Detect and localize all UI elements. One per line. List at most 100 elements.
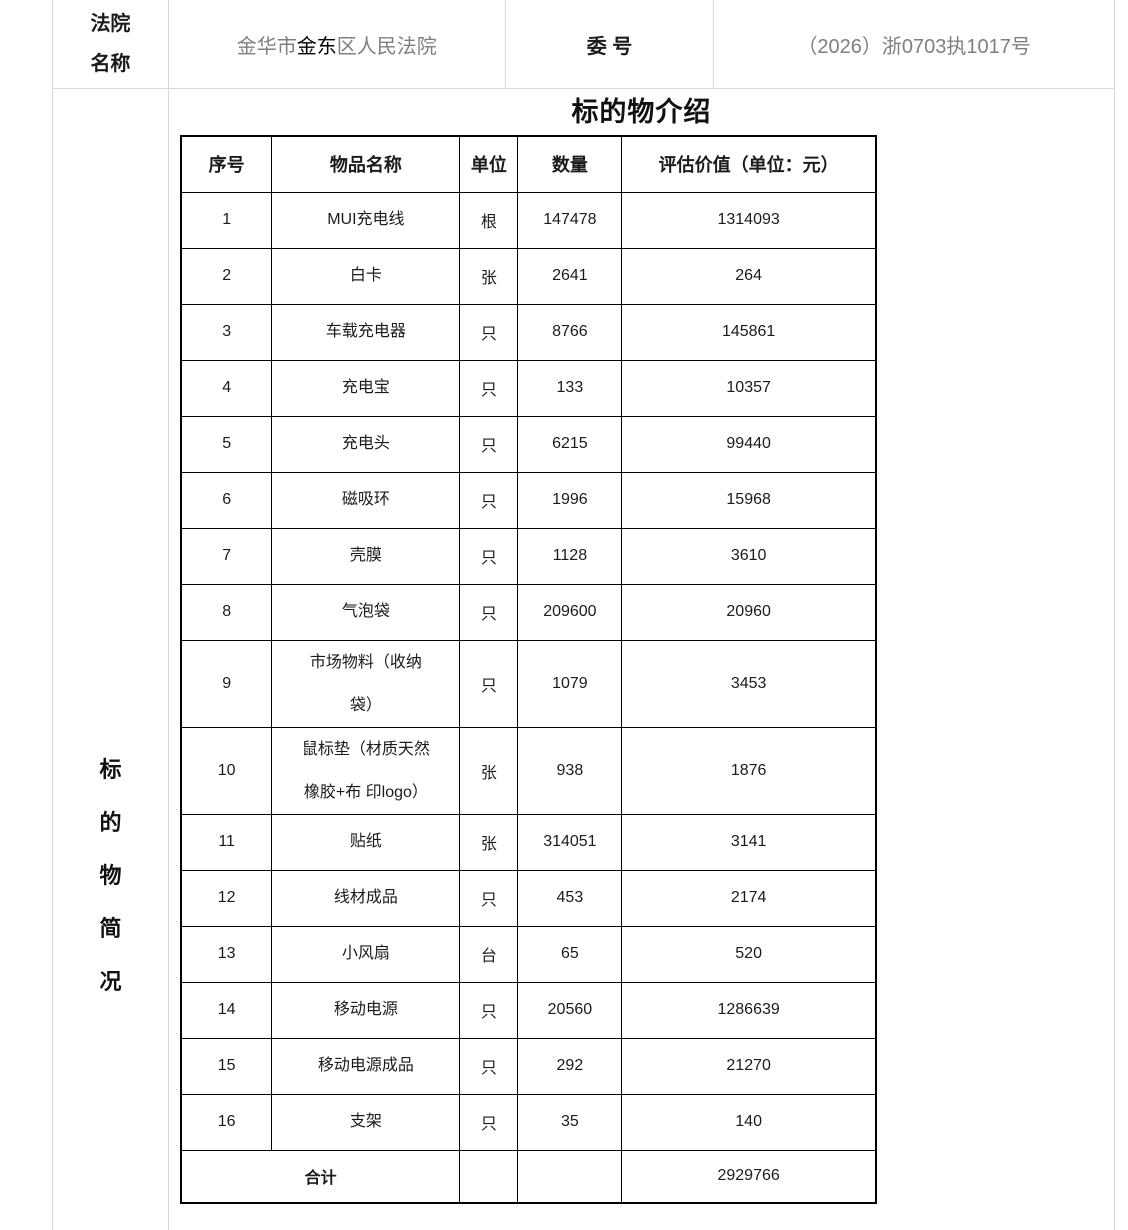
item-value: 15968 [621,471,877,529]
table-row: 8 气泡袋 只 209600 20960 [180,583,877,641]
item-value: 3610 [621,527,877,585]
row-no: 12 [180,869,273,927]
row-no: 11 [180,813,273,871]
item-qty: 292 [517,1037,623,1095]
court-name-cell: 金华市金东区人民法院 [169,0,506,88]
item-name: 移动电源成品 [271,1037,461,1095]
item-name: 白卡 [271,247,461,305]
item-name: 贴纸 [271,813,461,871]
item-name: 市场物料（收纳 袋） [271,639,461,728]
item-value: 520 [621,925,877,983]
total-value: 2929766 [621,1149,877,1204]
item-unit: 只 [459,639,519,728]
row-no: 16 [180,1093,273,1151]
section-title: 标的物介绍 [571,97,712,127]
item-value: 145861 [621,303,877,361]
item-unit: 只 [459,471,519,529]
item-unit: 只 [459,527,519,585]
court-name-suffix: 区人民法院 [336,35,437,58]
item-qty: 20560 [517,981,623,1039]
item-name: 壳膜 [271,527,461,585]
side-label-char: 的 [99,810,122,835]
empty-cell [459,1149,519,1204]
item-name: 小风扇 [271,925,461,983]
empty-cell [517,1149,623,1204]
item-qty: 1079 [517,639,623,728]
case-number-cell: （2026）浙0703执1017号 [714,0,1115,88]
item-unit: 只 [459,359,519,417]
item-qty: 314051 [517,813,623,871]
side-label-char: 况 [99,969,122,994]
item-value: 1314093 [621,191,877,249]
court-name-label-cell: 法院 名称 [53,0,169,88]
side-label-char: 简 [99,916,122,941]
item-qty: 453 [517,869,623,927]
col-header-unit: 单位 [459,135,519,193]
col-header-index: 序号 [180,135,273,193]
table-row: 5 充电头 只 6215 99440 [180,415,877,473]
table-row: 7 壳膜 只 1128 3610 [180,527,877,585]
item-unit: 只 [459,869,519,927]
side-label-char: 标 [99,757,122,782]
row-no: 10 [180,726,273,815]
item-name: 支架 [271,1093,461,1151]
side-label-char: 物 [99,863,122,888]
item-name: 充电宝 [271,359,461,417]
item-name: 充电头 [271,415,461,473]
item-unit: 只 [459,583,519,641]
court-name-prefix: 金华市 [236,35,297,58]
table-row: 1 MUI充电线 根 147478 1314093 [180,191,877,249]
table-header-row: 序号 物品名称 单位 数量 评估价值（单位：元） [180,135,877,193]
item-qty: 147478 [517,191,623,249]
item-qty: 65 [517,925,623,983]
item-qty: 133 [517,359,623,417]
item-value: 3141 [621,813,877,871]
item-name: 气泡袋 [271,583,461,641]
table-row: 12 线材成品 只 453 2174 [180,869,877,927]
row-no: 1 [180,191,273,249]
body-row: 标 的 物 简 况 标的物介绍 序号 物品名称 单位 数量 评估价值（单位：元） [52,89,1115,1230]
item-unit: 只 [459,1093,519,1151]
court-name-label: 法院 名称 [90,13,131,75]
item-unit: 台 [459,925,519,983]
item-unit: 只 [459,1037,519,1095]
table-row: 14 移动电源 只 20560 1286639 [180,981,877,1039]
item-qty: 35 [517,1093,623,1151]
item-value: 140 [621,1093,877,1151]
content-cell: 标的物介绍 序号 物品名称 单位 数量 评估价值（单位：元） 1 MUI充电线 … [169,89,1115,1230]
item-value: 10357 [621,359,877,417]
col-header-qty: 数量 [517,135,623,193]
table-row: 2 白卡 张 2641 264 [180,247,877,305]
row-no: 4 [180,359,273,417]
item-unit: 根 [459,191,519,249]
table-row: 15 移动电源成品 只 292 21270 [180,1037,877,1095]
total-label: 合计 [180,1149,461,1204]
row-no: 6 [180,471,273,529]
item-value: 264 [621,247,877,305]
item-value: 21270 [621,1037,877,1095]
table-row: 16 支架 只 35 140 [180,1093,877,1151]
item-qty: 938 [517,726,623,815]
row-no: 15 [180,1037,273,1095]
row-no: 2 [180,247,273,305]
item-name: 鼠标垫（材质天然 橡胶+布 印logo） [271,726,461,815]
table-row: 6 磁吸环 只 1996 15968 [180,471,877,529]
item-value: 3453 [621,639,877,728]
item-unit: 只 [459,303,519,361]
item-unit: 只 [459,415,519,473]
item-unit: 只 [459,981,519,1039]
item-name: MUI充电线 [271,191,461,249]
case-number-value: （2026）浙0703执1017号 [797,35,1031,58]
table-row: 4 充电宝 只 133 10357 [180,359,877,417]
row-no: 8 [180,583,273,641]
item-value: 1876 [621,726,877,815]
item-qty: 1128 [517,527,623,585]
table-row: 10 鼠标垫（材质天然 橡胶+布 印logo） 张 938 1876 [180,726,877,815]
item-value: 2174 [621,869,877,927]
item-unit: 张 [459,247,519,305]
items-table: 序号 物品名称 单位 数量 评估价值（单位：元） 1 MUI充电线 根 1474… [179,135,877,1204]
item-name: 移动电源 [271,981,461,1039]
case-number-label: 委 号 [586,35,633,58]
item-name: 车载充电器 [271,303,461,361]
